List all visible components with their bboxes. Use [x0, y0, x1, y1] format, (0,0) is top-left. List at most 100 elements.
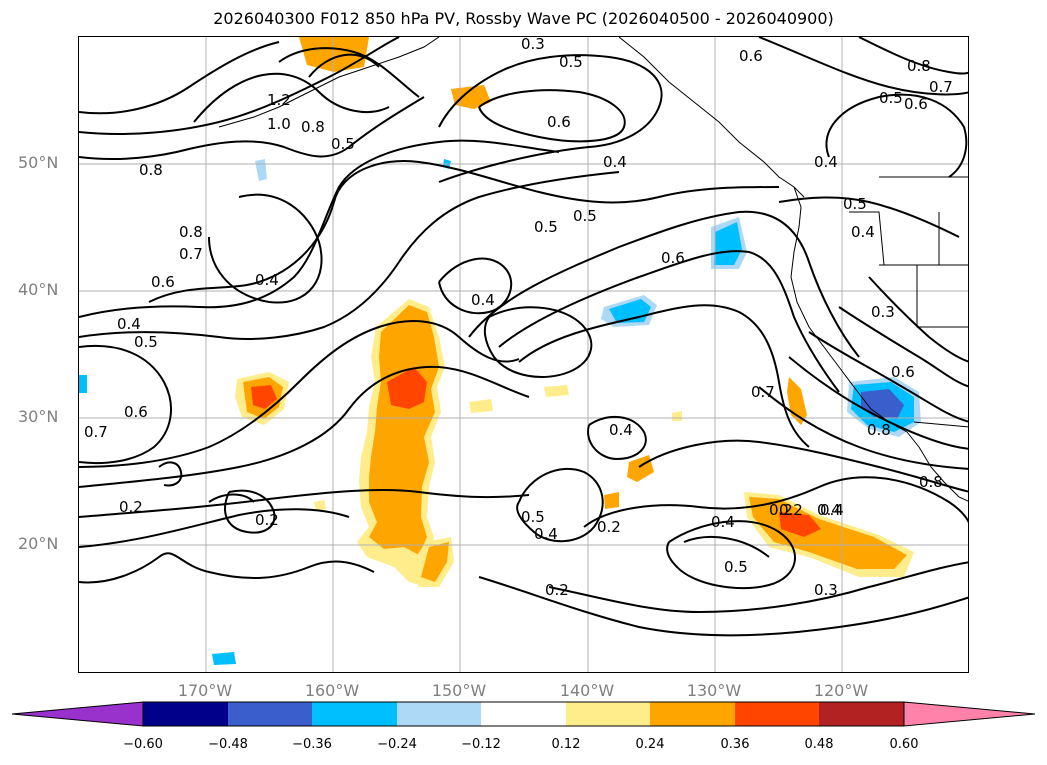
contour-22 — [518, 304, 810, 448]
shade-neg-small-3 — [79, 375, 87, 393]
positive-shading — [235, 37, 914, 587]
contour-41 — [208, 493, 255, 503]
clabel-11: 0.6 — [547, 113, 571, 131]
shade-small-4 — [544, 385, 569, 397]
clabel-4: 0.7 — [929, 78, 953, 96]
clabel-28: 0.5 — [134, 333, 158, 351]
contour-36 — [868, 276, 968, 363]
contour-9 — [79, 171, 620, 340]
contour-27 — [478, 576, 968, 637]
shade-alaska-mid — [451, 85, 491, 109]
clabel-7: 1.2 — [267, 91, 291, 109]
contour-30 — [583, 476, 968, 528]
lon-label-140w: 140°W — [559, 681, 615, 700]
shade-west-blob-max — [251, 385, 277, 409]
contour-38 — [758, 37, 968, 96]
negative-shading — [79, 159, 921, 665]
colorbar-seg-3 — [312, 702, 397, 726]
colorbar-tick-012: 0.12 — [551, 737, 581, 752]
contour-34 — [808, 331, 968, 423]
clabel-40: 0.2 — [597, 518, 621, 536]
contour-4 — [193, 72, 390, 123]
colorbar-seg-6 — [566, 702, 650, 726]
clabel-39: 0.4 — [534, 525, 558, 543]
colorbar-seg-8 — [735, 702, 819, 726]
contour-15 — [79, 552, 375, 584]
colorbar-tick-024: 0.24 — [635, 737, 665, 752]
shade-neg-small-2 — [212, 652, 236, 665]
clabel-5: 0.5 — [879, 89, 903, 107]
shade-small-3 — [469, 399, 493, 413]
clabel-27: 0.4 — [609, 421, 633, 439]
colorbar-tick-neg048: −0.48 — [208, 737, 248, 752]
lat-label-20n: 20°N — [18, 534, 59, 553]
bc-coast — [790, 186, 908, 433]
contour-10 — [79, 345, 172, 465]
contour-11 — [79, 320, 520, 468]
shade-oregon — [714, 222, 742, 265]
colorbar-tick-036: 0.36 — [720, 737, 750, 752]
clabel-12: 0.4 — [603, 153, 627, 171]
contour-35 — [838, 306, 968, 388]
contour-19 — [438, 257, 513, 315]
lon-label-150w: 150°W — [431, 681, 487, 700]
colorbar-extend-low — [11, 701, 144, 727]
colorbar-seg-9 — [819, 702, 904, 726]
colorbar-tick-060: 0.60 — [889, 737, 919, 752]
contour-25 — [516, 467, 604, 543]
graticule — [79, 37, 968, 672]
pv-contours — [79, 37, 968, 637]
shade-alaska-top — [299, 37, 369, 72]
contour-26 — [548, 561, 968, 614]
shade-small-6 — [314, 500, 326, 511]
clabel-47: 0.2 — [545, 581, 569, 599]
contour-43 — [158, 461, 183, 487]
contour-42 — [224, 489, 276, 534]
clabel-45: 0.5 — [724, 558, 748, 576]
shade-small-5 — [672, 411, 682, 421]
contour-17 — [438, 54, 663, 183]
contour-24 — [587, 415, 647, 461]
contour-12 — [79, 365, 530, 488]
clabel-1: 0.5 — [559, 53, 583, 71]
clabel-0: 0.3 — [521, 37, 545, 53]
colorbar-seg-1 — [143, 702, 228, 726]
clabel-44: 0.4 — [820, 501, 844, 519]
contour-33 — [788, 356, 968, 450]
clabel-31: 0.7 — [84, 423, 108, 441]
clabel-38: 0.5 — [521, 508, 545, 526]
clabel-3: 0.8 — [907, 57, 931, 75]
colorbar-tick-neg024: −0.24 — [377, 737, 417, 752]
clabel-8: 1.0 — [267, 115, 291, 133]
clabel-34: 0.6 — [891, 363, 915, 381]
clabel-37: 0.2 — [255, 511, 279, 529]
contour-labels: 0.3 0.5 0.6 0.8 0.7 0.5 0.6 1.2 1.0 0.8 … — [84, 37, 953, 599]
shade-small-1 — [627, 455, 654, 482]
shade-socal-max — [861, 389, 904, 419]
contour-40 — [778, 196, 960, 238]
lon-label-160w: 160°W — [304, 681, 360, 700]
colorbar-outline — [142, 701, 905, 727]
lon-label-170w: 170°W — [177, 681, 233, 700]
contour-2 — [79, 37, 400, 135]
clabel-17: 0.5 — [843, 195, 867, 213]
contour-5 — [308, 53, 380, 78]
clabel-23: 0.4 — [471, 291, 495, 309]
map-title: 2026040300 F012 850 hPa PV, Rossby Wave … — [213, 9, 834, 28]
clabel-36: 0.2 — [119, 498, 143, 516]
contour-16 — [278, 47, 420, 98]
clabel-15: 0.5 — [534, 218, 558, 236]
contour-29 — [683, 536, 770, 558]
clabel-42: 0.4 — [711, 513, 735, 531]
colorbar-seg-2 — [228, 702, 312, 726]
shade-south-lobe — [421, 542, 449, 582]
lat-label-30n: 30°N — [18, 407, 59, 426]
mexico-border — [913, 421, 968, 428]
lat-label-50n: 50°N — [18, 153, 59, 172]
contour-14 — [79, 508, 350, 548]
clabel-20: 0.7 — [179, 245, 203, 263]
colorbar-tick-neg036: −0.36 — [292, 737, 332, 752]
clabel-9: 0.8 — [301, 118, 325, 136]
colorbar-tick-neg012: −0.12 — [461, 737, 501, 752]
contour-3 — [79, 96, 425, 161]
